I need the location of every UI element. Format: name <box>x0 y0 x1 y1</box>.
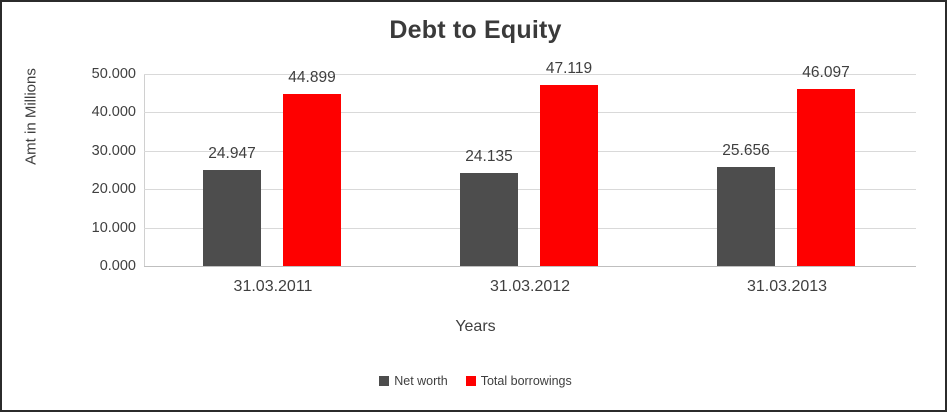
bar-net-worth[interactable] <box>203 170 261 266</box>
chart-legend: Net worth Total borrowings <box>2 374 947 388</box>
y-tick-label: 30.000 <box>91 142 136 159</box>
y-tick-label: 10.000 <box>91 219 136 236</box>
bar-net-worth[interactable] <box>460 173 518 266</box>
legend-swatch-icon <box>379 376 390 386</box>
y-tick-label: 50.000 <box>91 66 136 82</box>
bar-net-worth[interactable] <box>717 167 775 266</box>
gridline <box>144 74 916 75</box>
bar-value-label: 25.656 <box>722 142 770 159</box>
legend-label: Total borrowings <box>480 374 572 388</box>
chart-title: Debt to Equity <box>389 16 562 44</box>
y-axis-tick-labels: 0.000 10.000 20.000 30.000 40.000 50.000 <box>30 66 136 274</box>
gridline <box>144 227 916 229</box>
y-tick-label: 0.000 <box>99 258 136 274</box>
bar-group: 24.135 47.119 31.03.2012 <box>401 60 658 295</box>
gridline <box>144 150 916 152</box>
bar-total-borrowings[interactable] <box>540 85 598 266</box>
legend-swatch-icon <box>465 376 476 386</box>
gridline <box>144 189 916 191</box>
legend-item-total-borrowings[interactable]: Total borrowings <box>465 374 572 388</box>
bar-value-label: 46.097 <box>802 64 850 81</box>
gridline <box>144 112 916 114</box>
x-tick-label: 31.03.2012 <box>489 278 571 295</box>
y-tick-label: 40.000 <box>91 104 136 121</box>
bar-value-label: 24.947 <box>208 145 256 162</box>
bar-group: 24.947 44.899 31.03.2011 <box>144 69 401 295</box>
bar-total-borrowings[interactable] <box>283 94 341 266</box>
bar-value-label: 24.135 <box>465 148 513 165</box>
x-tick-label: 31.03.2013 <box>746 278 828 295</box>
x-axis-line <box>144 266 916 267</box>
legend-item-net-worth[interactable]: Net worth <box>379 374 448 388</box>
x-axis-title: Years <box>455 318 496 335</box>
x-tick-label: 31.03.2011 <box>233 278 313 295</box>
y-tick-label: 20.000 <box>91 181 136 198</box>
legend-label: Net worth <box>394 374 448 388</box>
bar-value-label: 47.119 <box>545 60 593 77</box>
plot-area: 24.947 44.899 31.03.2011 24.135 47.119 3… <box>144 60 916 295</box>
bar-group: 25.656 46.097 31.03.2013 <box>658 64 915 295</box>
bar-total-borrowings[interactable] <box>797 89 855 266</box>
bar-value-label: 44.899 <box>288 69 336 86</box>
y-axis-line <box>144 74 145 267</box>
